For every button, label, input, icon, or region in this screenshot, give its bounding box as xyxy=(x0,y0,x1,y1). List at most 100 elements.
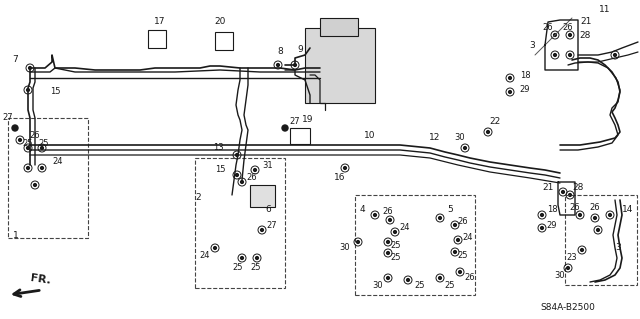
Circle shape xyxy=(454,251,456,253)
Text: 3: 3 xyxy=(615,243,621,253)
Bar xyxy=(565,195,637,285)
Circle shape xyxy=(438,277,442,279)
Circle shape xyxy=(29,67,31,70)
Circle shape xyxy=(253,169,257,171)
Text: 8: 8 xyxy=(277,48,283,56)
Circle shape xyxy=(459,271,461,273)
Circle shape xyxy=(27,147,29,149)
Bar xyxy=(305,28,375,103)
Text: 26: 26 xyxy=(563,24,573,33)
Text: 27: 27 xyxy=(3,114,13,122)
Text: 7: 7 xyxy=(12,56,18,64)
Text: 17: 17 xyxy=(154,18,166,26)
Circle shape xyxy=(236,154,239,156)
Circle shape xyxy=(541,226,543,229)
Circle shape xyxy=(34,184,36,186)
Text: 25: 25 xyxy=(391,253,401,262)
Circle shape xyxy=(255,256,259,259)
Text: 22: 22 xyxy=(490,117,500,127)
Circle shape xyxy=(579,214,581,216)
Text: 14: 14 xyxy=(622,205,634,214)
Bar xyxy=(148,30,166,48)
Text: 11: 11 xyxy=(599,5,611,14)
Circle shape xyxy=(344,167,346,169)
Text: 30: 30 xyxy=(340,243,350,253)
Text: 24: 24 xyxy=(463,233,473,241)
Circle shape xyxy=(388,219,392,221)
Bar xyxy=(195,158,285,288)
Circle shape xyxy=(214,247,216,249)
Circle shape xyxy=(614,54,616,56)
Circle shape xyxy=(541,214,543,216)
Text: 25: 25 xyxy=(23,139,33,149)
Circle shape xyxy=(568,33,572,36)
Text: 18: 18 xyxy=(520,70,531,79)
Text: 26: 26 xyxy=(383,207,394,217)
Circle shape xyxy=(438,217,442,219)
Text: 16: 16 xyxy=(334,174,346,182)
Text: 26: 26 xyxy=(589,204,600,212)
Circle shape xyxy=(40,147,44,149)
Text: 18: 18 xyxy=(547,205,557,214)
Circle shape xyxy=(509,91,511,93)
Circle shape xyxy=(566,267,570,270)
Text: 30: 30 xyxy=(372,280,383,290)
Text: 19: 19 xyxy=(302,115,314,124)
Bar xyxy=(250,185,275,207)
Text: 2: 2 xyxy=(195,194,201,203)
Text: 25: 25 xyxy=(39,139,49,149)
Circle shape xyxy=(594,217,596,219)
Text: 24: 24 xyxy=(200,250,211,259)
Circle shape xyxy=(260,229,264,231)
Circle shape xyxy=(356,241,360,243)
Circle shape xyxy=(27,167,29,169)
Circle shape xyxy=(387,241,389,243)
Circle shape xyxy=(562,190,564,193)
Circle shape xyxy=(406,278,410,281)
Text: 26: 26 xyxy=(246,173,257,182)
Text: 24: 24 xyxy=(52,158,63,167)
Text: 4: 4 xyxy=(359,205,365,214)
Circle shape xyxy=(282,125,288,131)
Text: 27: 27 xyxy=(290,117,300,127)
Circle shape xyxy=(276,63,280,66)
Circle shape xyxy=(12,125,18,131)
Circle shape xyxy=(463,147,467,149)
Text: 28: 28 xyxy=(572,183,584,192)
Text: 21: 21 xyxy=(580,18,592,26)
Circle shape xyxy=(486,130,490,133)
Text: 23: 23 xyxy=(566,254,577,263)
Circle shape xyxy=(456,239,460,241)
Circle shape xyxy=(19,138,21,141)
Circle shape xyxy=(236,174,239,176)
Text: 25: 25 xyxy=(233,263,243,272)
Text: 6: 6 xyxy=(265,205,271,214)
Text: 20: 20 xyxy=(214,18,226,26)
Text: 25: 25 xyxy=(458,250,468,259)
Text: FR.: FR. xyxy=(30,273,52,286)
Circle shape xyxy=(568,194,572,197)
Circle shape xyxy=(27,89,29,92)
Circle shape xyxy=(596,229,600,231)
Text: 26: 26 xyxy=(570,204,580,212)
Circle shape xyxy=(554,54,556,56)
Text: S84A-B2500: S84A-B2500 xyxy=(540,303,595,313)
Text: 25: 25 xyxy=(415,280,425,290)
Text: 29: 29 xyxy=(547,220,557,229)
Text: 26: 26 xyxy=(458,218,468,226)
Circle shape xyxy=(394,231,396,234)
Text: 15: 15 xyxy=(50,87,60,97)
Circle shape xyxy=(554,33,556,36)
Text: 24: 24 xyxy=(400,224,410,233)
Text: 21: 21 xyxy=(542,183,554,192)
Circle shape xyxy=(374,214,376,216)
Circle shape xyxy=(609,214,611,216)
Text: 9: 9 xyxy=(297,46,303,55)
Circle shape xyxy=(241,256,243,259)
Text: 12: 12 xyxy=(429,133,441,143)
Bar xyxy=(290,128,310,144)
Text: 30: 30 xyxy=(555,271,565,279)
Text: 10: 10 xyxy=(364,131,376,140)
Bar xyxy=(8,118,88,238)
Text: 31: 31 xyxy=(262,160,273,169)
